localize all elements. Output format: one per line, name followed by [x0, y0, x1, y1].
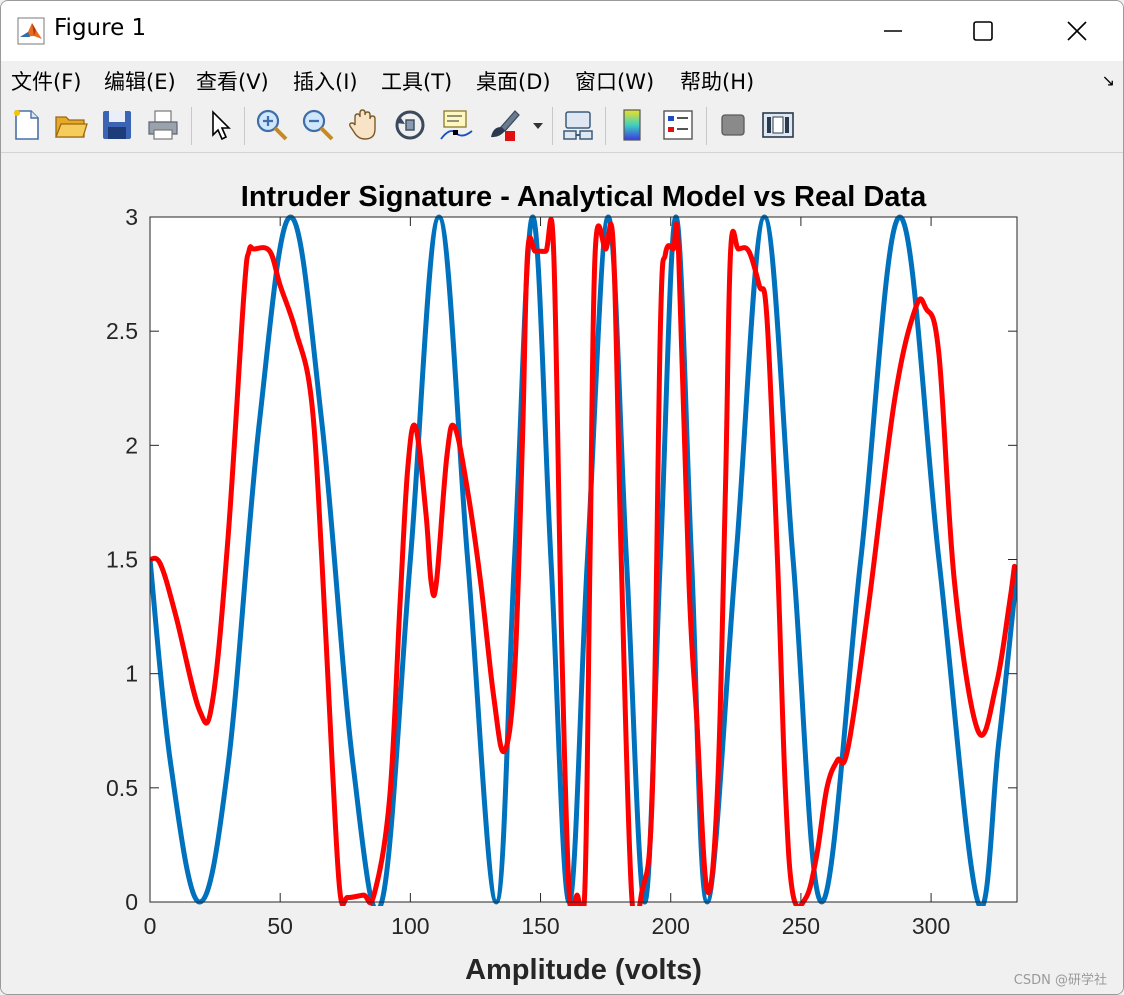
window-title: Figure 1 — [54, 15, 147, 41]
close-icon — [1067, 21, 1087, 41]
dock-arrow-icon[interactable]: ↘ — [1101, 71, 1115, 90]
toolbar-separator — [706, 107, 707, 145]
matlab-logo-icon — [17, 17, 45, 45]
menu-view[interactable]: 查看(V) — [196, 70, 269, 94]
toolbar-separator — [191, 107, 192, 145]
brush-icon[interactable] — [485, 107, 521, 143]
x-tick-label: 100 — [391, 913, 429, 939]
toolbar — [1, 99, 1123, 153]
menu-tools[interactable]: 工具(T) — [381, 70, 453, 94]
pointer-icon[interactable] — [202, 107, 238, 143]
y-tick-label: 1.5 — [106, 547, 138, 573]
maximize-icon — [973, 21, 993, 41]
y-tick-label: 2 — [125, 432, 138, 458]
x-tick-label: 200 — [652, 913, 690, 939]
x-tick-label: 300 — [912, 913, 950, 939]
minimize-icon — [884, 30, 902, 32]
analytical-model-line — [150, 214, 1017, 906]
x-tick-label: 250 — [782, 913, 820, 939]
data-cursor-icon[interactable] — [438, 107, 474, 143]
open-file-icon[interactable] — [53, 107, 89, 143]
print-icon[interactable] — [145, 107, 181, 143]
menu-file[interactable]: 文件(F) — [11, 70, 82, 94]
x-tick-label: 50 — [267, 913, 293, 939]
colorbar-icon[interactable] — [614, 107, 650, 143]
maximize-button[interactable] — [937, 1, 1029, 61]
x-tick-label: 0 — [144, 913, 157, 939]
plot-area[interactable]: 0 50 100 150 200 250 300 0 0.5 1 1.5 2 2.5 3 Intruder … — [1, 154, 1123, 995]
chart-title: Intruder Signature - Analytical Model vs… — [241, 181, 927, 213]
axes-background — [150, 217, 1017, 902]
zoom-in-icon[interactable] — [254, 107, 290, 143]
new-figure-icon[interactable] — [8, 107, 44, 143]
toolbar-separator — [244, 107, 245, 145]
y-tick-label: 0 — [125, 889, 138, 915]
x-tick-label: 150 — [521, 913, 559, 939]
y-tick-label: 0.5 — [106, 775, 138, 801]
menu-help[interactable]: 帮助(H) — [680, 70, 755, 94]
zoom-out-icon[interactable] — [300, 107, 336, 143]
menu-desktop[interactable]: 桌面(D) — [476, 70, 551, 94]
brush-dropdown-icon[interactable] — [531, 107, 545, 143]
link-plot-icon[interactable] — [560, 107, 596, 143]
menu-bar: 文件(F) 编辑(E) 查看(V) 插入(I) 工具(T) 桌面(D) 窗口(W… — [1, 61, 1123, 99]
pan-hand-icon[interactable] — [346, 107, 382, 143]
hide-plot-tools-icon[interactable] — [715, 107, 751, 143]
menu-edit[interactable]: 编辑(E) — [104, 70, 176, 94]
real-data-line — [150, 216, 1017, 906]
toolbar-separator — [552, 107, 553, 145]
legend-icon[interactable] — [660, 107, 696, 143]
rotate-3d-icon[interactable] — [392, 107, 428, 143]
y-tick-label: 2.5 — [106, 318, 138, 344]
toolbar-separator — [605, 107, 606, 145]
y-tick-label: 1 — [125, 661, 138, 687]
show-plot-tools-icon[interactable] — [760, 107, 796, 143]
minimize-button[interactable] — [847, 1, 939, 61]
y-tick-label: 3 — [125, 204, 138, 230]
figure-canvas: 0 50 100 150 200 250 300 0 0.5 1 1.5 2 2.5 3 Intruder … — [1, 154, 1123, 995]
menu-window[interactable]: 窗口(W) — [575, 70, 655, 94]
menu-insert[interactable]: 插入(I) — [293, 70, 358, 94]
watermark: CSDN @研学社 — [1013, 973, 1107, 988]
title-bar[interactable]: Figure 1 — [1, 1, 1123, 61]
close-button[interactable] — [1031, 1, 1123, 61]
save-icon[interactable] — [99, 107, 135, 143]
x-axis-label: Amplitude (volts) — [465, 954, 702, 986]
